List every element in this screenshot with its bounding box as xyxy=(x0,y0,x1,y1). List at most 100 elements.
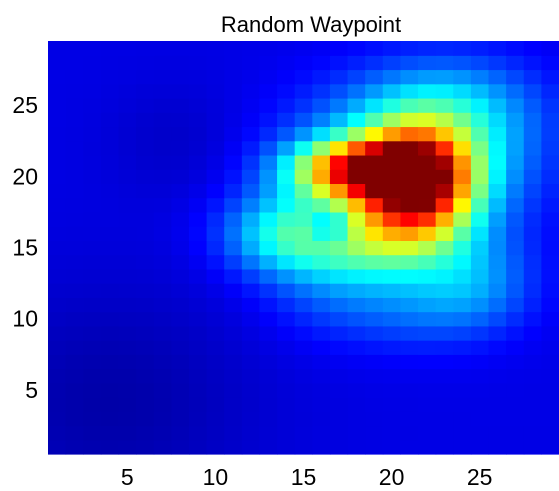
heatmap-cell xyxy=(435,169,454,185)
heatmap-cell xyxy=(506,69,525,85)
heatmap-cell xyxy=(153,55,172,71)
heatmap-cell xyxy=(136,112,155,128)
heatmap-cell xyxy=(171,55,190,71)
heatmap-cell xyxy=(470,126,490,142)
heatmap-cell xyxy=(171,226,190,241)
heatmap-cell xyxy=(453,354,472,370)
heatmap-cell xyxy=(382,411,402,427)
heatmap-cell xyxy=(382,126,402,142)
heatmap-cell xyxy=(312,311,331,327)
heatmap-cell xyxy=(153,83,172,99)
heatmap-cell xyxy=(259,240,278,256)
heatmap-cell xyxy=(206,183,225,199)
heatmap-cell xyxy=(206,368,225,384)
heatmap-cell xyxy=(294,183,313,199)
heatmap-cell xyxy=(100,254,120,270)
heatmap-cell xyxy=(188,397,208,412)
heatmap-cell xyxy=(470,382,490,398)
x-tick-label: 25 xyxy=(467,464,493,490)
heatmap-cell xyxy=(453,382,472,398)
heatmap-cell xyxy=(400,340,419,355)
heatmap-cell xyxy=(188,240,208,256)
heatmap-cell xyxy=(400,126,419,142)
heatmap-cell xyxy=(188,311,208,327)
heatmap-cell xyxy=(506,397,525,412)
heatmap-cell xyxy=(259,69,278,85)
heatmap-cell xyxy=(277,354,296,370)
heatmap-cell xyxy=(470,183,490,199)
heatmap-cell xyxy=(382,55,402,71)
heatmap-cell xyxy=(136,283,155,298)
heatmap-cell xyxy=(241,69,261,85)
heatmap-cell xyxy=(470,254,490,270)
heatmap-cell xyxy=(329,83,349,99)
heatmap-cell xyxy=(506,41,525,56)
heatmap-cell xyxy=(171,325,190,341)
heatmap-cell xyxy=(171,41,190,56)
heatmap-cell xyxy=(329,297,349,313)
heatmap-cell xyxy=(470,154,490,170)
heatmap-cell xyxy=(83,126,102,142)
heatmap-cell xyxy=(541,226,559,241)
heatmap-cell xyxy=(65,112,84,128)
heatmap-cell xyxy=(365,69,384,85)
heatmap-cell xyxy=(206,97,225,113)
heatmap-cell xyxy=(294,154,313,170)
heatmap-cell xyxy=(365,140,384,156)
heatmap-cell xyxy=(453,183,472,199)
heatmap-cell xyxy=(347,325,366,341)
heatmap-cell xyxy=(83,140,102,156)
heatmap-cell xyxy=(506,325,525,341)
heatmap-cell xyxy=(118,340,137,355)
heatmap-cell xyxy=(506,268,525,284)
heatmap-cell xyxy=(294,211,313,227)
heatmap-cell xyxy=(506,169,525,185)
heatmap-cell xyxy=(541,55,559,71)
heatmap-cell xyxy=(259,411,278,427)
heatmap-cell xyxy=(329,283,349,298)
heatmap-cell xyxy=(224,169,243,185)
heatmap-cell xyxy=(171,240,190,256)
heatmap-cell xyxy=(118,354,137,370)
heatmap-cell xyxy=(83,411,102,427)
heatmap-cell xyxy=(100,169,120,185)
heatmap-cell xyxy=(435,240,454,256)
heatmap-cell xyxy=(118,41,137,56)
heatmap-cell xyxy=(65,325,84,341)
heatmap-cell xyxy=(118,268,137,284)
heatmap-cell xyxy=(259,283,278,298)
y-tick-label: 10 xyxy=(12,306,38,332)
heatmap-cell xyxy=(277,311,296,327)
heatmap-cell xyxy=(65,382,84,398)
heatmap-cell xyxy=(188,325,208,341)
heatmap-cell xyxy=(83,311,102,327)
heatmap-cell xyxy=(541,354,559,370)
heatmap-cell xyxy=(470,354,490,370)
heatmap-cell xyxy=(382,140,402,156)
heatmap-cell xyxy=(171,340,190,355)
heatmap-cell xyxy=(241,297,261,313)
heatmap-cell xyxy=(206,41,225,56)
heatmap-cell xyxy=(48,268,67,284)
heatmap-cell xyxy=(435,69,454,85)
chart-title: Random Waypoint xyxy=(221,12,401,37)
heatmap-cell xyxy=(48,311,67,327)
heatmap-cell xyxy=(136,55,155,71)
heatmap-cell xyxy=(224,211,243,227)
heatmap-cell xyxy=(506,226,525,241)
heatmap-cell xyxy=(382,154,402,170)
heatmap-cell xyxy=(241,55,261,71)
heatmap-cell xyxy=(312,283,331,298)
heatmap-cell xyxy=(241,354,261,370)
heatmap-cell xyxy=(118,439,137,455)
heatmap-cell xyxy=(347,126,366,142)
heatmap-cell xyxy=(48,169,67,185)
heatmap-cell xyxy=(136,397,155,412)
heatmap-cell xyxy=(506,83,525,99)
heatmap-cell xyxy=(241,112,261,128)
heatmap-cell xyxy=(365,425,384,441)
heatmap-cell xyxy=(312,126,331,142)
heatmap-cell xyxy=(171,69,190,85)
heatmap-cell xyxy=(277,297,296,313)
heatmap-cell xyxy=(400,283,419,298)
